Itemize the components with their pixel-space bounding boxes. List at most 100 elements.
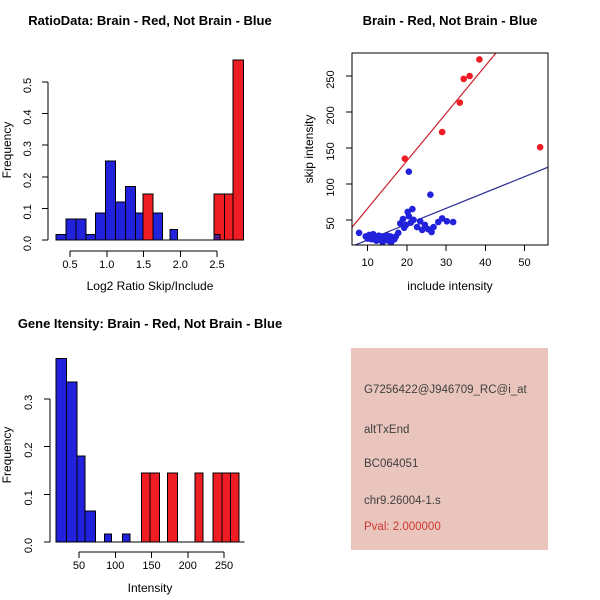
hist-bar-blue [76, 455, 86, 543]
y-tick-label: 0.2 [23, 442, 35, 457]
y-tick-label: 0.0 [23, 538, 35, 553]
x-tick-label: 2.5 [209, 259, 224, 271]
hist-bar-blue [103, 533, 113, 543]
locus-text: chr9.26004-1.s [364, 495, 441, 507]
hist-bar-blue [115, 201, 126, 241]
x-tick-label: 1.0 [99, 259, 114, 271]
hist-bar-blue [65, 218, 77, 241]
y-tick-label: 0.3 [22, 141, 34, 156]
gene-histogram: 0.0 0.1 0.2 0.3 50 100 150 200 250 Frequency [0, 357, 245, 572]
hist-bar-red [230, 472, 240, 543]
scatter-point-blue [413, 223, 421, 231]
scatter-point-blue [409, 205, 416, 213]
scatter-point-red [476, 56, 483, 63]
hist-bar-blue [55, 234, 67, 241]
hist-bar-red [223, 193, 234, 241]
hist-bar-purple [213, 234, 221, 241]
x-tick-label: 200 [179, 560, 197, 572]
x-tick-label: 30 [440, 257, 452, 269]
hist-bar-blue [66, 381, 78, 543]
y-tick-label: 0.5 [22, 78, 34, 93]
scatter-point-red [536, 143, 544, 151]
y-tick-label: 0.3 [23, 395, 35, 410]
scatter-point-blue [418, 226, 426, 234]
fit-line-red [352, 53, 497, 228]
gene-hist-xlabel: Intensity [127, 581, 173, 595]
x-tick-label: 50 [518, 257, 530, 269]
y-tick-label: 200 [325, 106, 337, 124]
hist-bar-blue [152, 212, 164, 241]
hist-bar-blue [134, 212, 144, 241]
y-tick-label: 0.0 [22, 236, 34, 251]
hist-bar-red [232, 59, 244, 241]
gene-info-panel: G7256422@J946709_RC@i_at altTxEnd BC0640… [351, 348, 548, 550]
fit-line-blue [353, 166, 548, 245]
scatter-point-blue [410, 216, 417, 224]
ratio-hist-xlabel: Log2 Ratio Skip/Include [86, 279, 214, 293]
hist-bar-red [149, 472, 160, 543]
y-tick-label: 150 [325, 142, 337, 160]
scatter-point-red [401, 155, 409, 163]
scatter-point-red [438, 128, 446, 136]
hist-bar-blue [85, 234, 97, 241]
x-tick-label: 0.5 [62, 259, 77, 271]
y-tick-label: 0.2 [22, 173, 34, 188]
scatter-point-blue [405, 212, 413, 220]
hist-bar-red [221, 472, 232, 543]
x-tick-label: 250 [215, 560, 233, 572]
intensity-scatter: 10 20 30 40 50 50 100 150 200 250 skip intensity [302, 52, 549, 269]
hist-bar-red [213, 193, 225, 241]
scatter-point-blue [427, 191, 434, 198]
x-tick-label: 40 [479, 257, 491, 269]
accession-text: BC064051 [364, 458, 419, 470]
hist-bar-red [166, 472, 179, 543]
scatter-point-red [460, 75, 468, 83]
hist-bar-blue [122, 533, 131, 543]
y-axis-title: skip intensity [302, 115, 316, 184]
hist-bar-blue [55, 357, 68, 543]
hist-bar-red [194, 472, 204, 543]
hist-bar-red [140, 472, 151, 543]
scatter-point-blue [449, 218, 457, 226]
scatter-point-blue [430, 223, 437, 231]
hist-bar-red [142, 193, 154, 241]
plot-box [351, 52, 549, 246]
gene-hist-title: Gene Itensity: Brain - Red, Not Brain - … [17, 316, 283, 331]
ratio-histogram: 0.0 0.1 0.2 0.3 0.4 0.5 0.5 1.0 1.5 2.0 2.5 Frequen… [0, 59, 244, 271]
y-tick-label: 100 [325, 178, 337, 196]
hist-bar-blue [124, 185, 136, 241]
event-type-text: altTxEnd [364, 424, 410, 436]
scatter-point-blue [355, 229, 363, 237]
x-tick-label: 150 [142, 560, 160, 572]
scatter-point-blue [405, 168, 413, 175]
y-tick-label: 250 [325, 70, 337, 88]
scatter-point-blue [416, 217, 424, 225]
x-tick-label: 10 [362, 257, 374, 269]
scatter-point-red [466, 72, 473, 80]
x-tick-label: 1.5 [136, 259, 151, 271]
x-tick-label: 50 [73, 560, 85, 572]
hist-bar-blue [105, 160, 117, 241]
scatter-point-blue [428, 228, 435, 236]
hist-bar-blue [95, 212, 107, 241]
hist-bar-red [212, 472, 223, 543]
scatter-point-blue [399, 215, 407, 223]
scatter-point-red [456, 99, 464, 106]
scatter-title: Brain - Red, Not Brain - Blue [362, 13, 538, 28]
ratio-hist-title: RatioData: Brain - Red, Not Brain - Blue [28, 13, 272, 28]
y-tick-label: 0.4 [22, 109, 34, 124]
hist-bar-blue [169, 228, 178, 241]
hist-bar-blue [75, 218, 87, 241]
probe-id-text: G7256422@J946709_RC@i_at [364, 384, 527, 396]
scatter-xlabel: include intensity [407, 279, 493, 293]
y-tick-label: 0.1 [22, 204, 34, 219]
y-tick-label: 50 [325, 217, 337, 229]
y-axis-title: Frequency [0, 122, 14, 179]
x-tick-label: 2.0 [173, 259, 188, 271]
scatter-point-blue [394, 229, 402, 237]
x-tick-label: 20 [401, 257, 413, 269]
y-axis-title: Frequency [0, 427, 14, 484]
pval-text: Pval: 2.000000 [364, 521, 441, 533]
